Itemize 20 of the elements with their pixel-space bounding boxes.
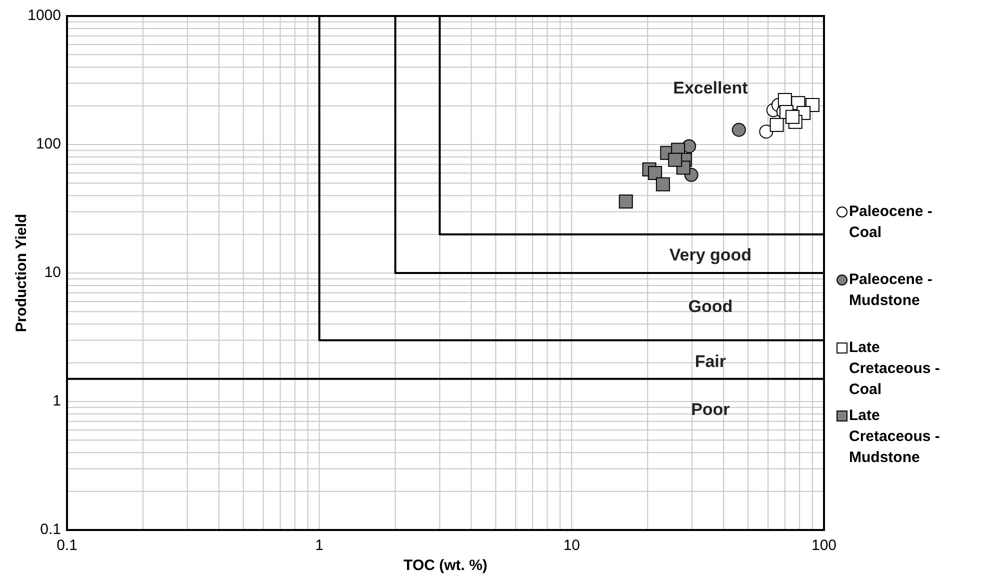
annotation: Excellent: [673, 78, 748, 98]
y-tick-label: 0.1: [40, 520, 61, 538]
x-tick-label: 0.1: [56, 537, 78, 554]
legend-label: Late Cretaceous - Coal: [849, 338, 940, 398]
y-tick-label: 100: [36, 135, 61, 152]
annotation: Fair: [694, 352, 726, 371]
legend-label: Late Cretaceous - Mudstone: [849, 406, 940, 466]
annotation: Good: [688, 296, 733, 316]
y-tick-label: 10: [44, 264, 61, 281]
x-tick-label: 100: [811, 537, 837, 554]
legend-label: Paleocene - Mudstone: [849, 270, 932, 309]
annotation: Poor: [691, 400, 730, 420]
annotation: Very good: [669, 246, 752, 265]
y-tick-label: 1000: [28, 6, 61, 24]
x-tick-label: 1: [315, 537, 324, 554]
x-axis-title: TOC (wt. %): [404, 557, 488, 574]
legend-label: Paleocene - Coal: [849, 202, 932, 241]
y-axis-title: Production Yield: [13, 214, 30, 332]
x-tick-label: 10: [563, 537, 580, 554]
y-tick-label: 1: [52, 392, 61, 410]
